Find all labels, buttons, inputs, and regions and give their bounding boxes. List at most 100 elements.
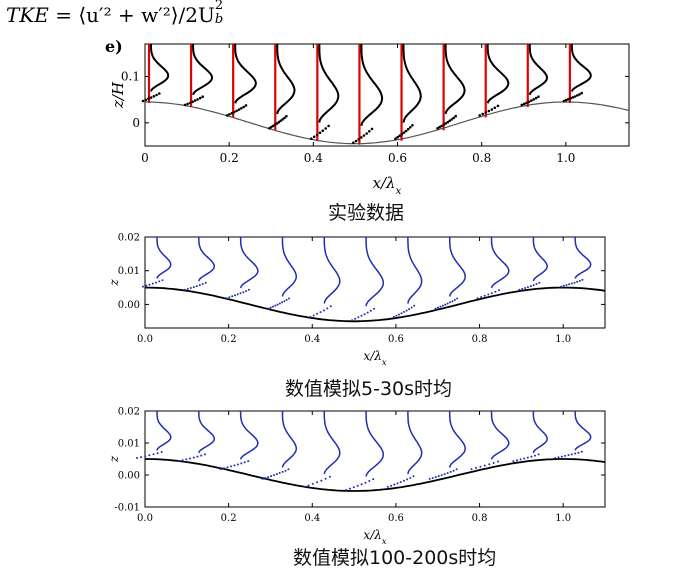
tke-profile-dot — [311, 482, 314, 485]
tke-profile-dot — [148, 454, 151, 457]
tke-profile-line — [239, 411, 259, 460]
caption-sim-100-200s: 数值模拟100-200s时均 — [293, 547, 497, 569]
tke-profile-dot — [439, 305, 442, 308]
tke-profile-dot — [196, 98, 199, 101]
tke-profile-dot — [402, 131, 406, 134]
tke-profile-dot — [487, 109, 491, 113]
tke-profile-dot — [195, 285, 198, 288]
tke-profile-dot — [360, 483, 363, 486]
tke-profile-dot — [352, 486, 355, 489]
x-tick-label: 0.8 — [472, 334, 488, 345]
tke-profile-dot — [524, 287, 527, 289]
tke-profile-dot — [488, 463, 491, 466]
tke-profile-dot — [155, 281, 157, 284]
tke-profile-dot — [577, 451, 580, 454]
tke-profile-dot — [479, 465, 482, 468]
tke-profile-dot — [581, 278, 584, 281]
plot-frame — [144, 43, 630, 147]
tke-profile-dot — [160, 451, 163, 453]
tke-profile-dot — [324, 127, 327, 130]
tke-profile-dot — [326, 307, 329, 310]
x-tick-label: 0.2 — [220, 151, 239, 165]
tke-profile-dot — [273, 123, 277, 126]
tke-profile-dot — [538, 281, 541, 284]
tke-profile-dot — [523, 457, 526, 460]
tke-profile-dot — [446, 120, 450, 124]
tke-formula: TKE = ⟨u′² + w′²⟩/2U 2 b — [6, 0, 227, 27]
tke-profile-dot — [568, 283, 571, 286]
tke-profile-dot — [315, 133, 319, 137]
tke-profile-dot — [449, 470, 452, 473]
tke-profile-dot — [191, 100, 194, 104]
tke-profile-dot — [484, 111, 488, 114]
tke-profile-dot — [518, 288, 521, 291]
tke-profile-dot — [521, 287, 524, 290]
tke-profile-line — [365, 411, 385, 477]
tke-profile-dot — [275, 122, 279, 125]
tke-profile-dot — [534, 454, 536, 457]
tke-profile-dot — [198, 96, 202, 100]
tke-profile-line — [150, 44, 170, 92]
tke-profile-dot — [155, 93, 158, 97]
tke-profile-dot — [240, 462, 243, 465]
tke-profile-line — [574, 411, 592, 451]
tke-profile-dot — [400, 132, 404, 136]
tke-profile-dot — [394, 137, 397, 140]
y-axis-label: z — [107, 279, 121, 287]
tke-profile-dot — [230, 465, 232, 468]
tke-profile-dot — [535, 283, 538, 285]
tke-profile-line — [198, 411, 216, 454]
tke-profile-dot — [201, 95, 204, 98]
tke-profile-dot — [404, 129, 408, 133]
tke-profile-dot — [189, 287, 192, 289]
x-tick-label: 0.4 — [304, 151, 323, 165]
tke-profile-dot — [565, 284, 568, 287]
tke-profile-dot — [312, 135, 316, 139]
tke-profile-dot — [309, 316, 312, 318]
tke-profile-line — [490, 411, 510, 460]
tke-profile-dot — [233, 464, 236, 467]
tke-profile-line — [156, 411, 172, 451]
tke-profile-dot — [242, 105, 245, 109]
formula-rhs: = ⟨u′² + w′²⟩/2U — [55, 3, 215, 27]
tke-profile-dot — [321, 129, 325, 132]
tke-profile-dot — [193, 99, 197, 102]
tke-profile-dot — [580, 450, 583, 453]
tke-profile-dot — [446, 302, 449, 305]
x-tick-label: 0.0 — [137, 334, 153, 345]
tke-profile-dot — [444, 122, 447, 125]
tke-profile-dot — [452, 469, 455, 472]
tke-profile-dot — [271, 124, 275, 128]
tke-profile-dot — [277, 120, 281, 124]
tke-profile-dot — [449, 301, 452, 304]
tke-profile-dot — [231, 295, 234, 298]
x-tick-label: 1.0 — [555, 334, 571, 345]
tke-profile-dot — [307, 484, 310, 487]
tke-profile-dot — [409, 477, 412, 479]
tke-profile-dot — [357, 137, 361, 141]
y-tick-label: 0.02 — [118, 233, 140, 244]
tke-profile-dot — [440, 124, 443, 128]
tke-profile-dot — [520, 103, 524, 107]
tke-profile-dot — [455, 468, 458, 471]
tke-profile-dot — [351, 319, 354, 322]
tke-profile-dot — [283, 300, 286, 303]
tke-profile-dot — [357, 316, 360, 319]
tke-profile-dot — [140, 456, 143, 459]
tke-profile-line — [276, 44, 296, 115]
tke-profile-line — [281, 411, 298, 468]
tke-profile-dot — [560, 455, 563, 458]
x-axis-label: x/λx — [373, 174, 402, 197]
tke-profile-dot — [312, 314, 315, 317]
tke-profile-dot — [470, 468, 473, 471]
tke-profile-dot — [392, 316, 395, 318]
tke-profile-dot — [451, 300, 454, 303]
tke-profile-dot — [453, 298, 456, 301]
tke-profile-dot — [245, 290, 248, 293]
y-tick-label: 0 — [132, 116, 140, 130]
tke-profile-dot — [274, 304, 277, 307]
bed-profile-curve — [145, 286, 606, 323]
tke-profile-dot — [530, 99, 533, 102]
tke-profile-dot — [364, 481, 367, 484]
tke-profile-dot — [529, 285, 532, 288]
